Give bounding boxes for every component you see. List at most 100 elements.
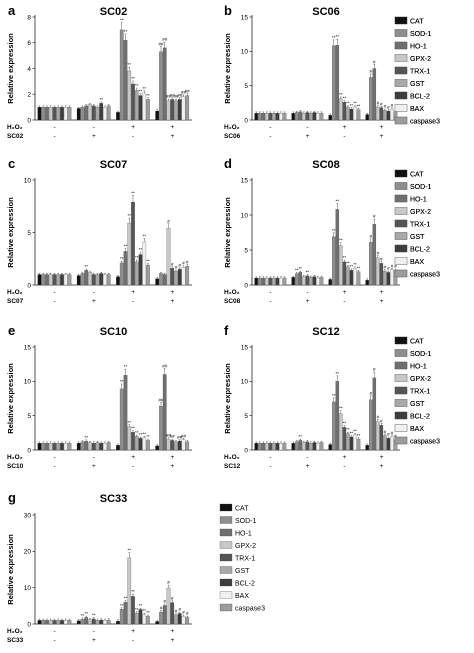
legend-label: GST: [410, 401, 425, 408]
legend-swatch-cat: [394, 336, 408, 345]
bar-gst-group-3: [134, 612, 139, 625]
bar-trx-1-group-3: [342, 261, 347, 286]
legend-label: SOD-1: [410, 351, 432, 358]
bar-sod-1-group-4: [369, 399, 373, 451]
h2o2-row-label: H₂O₂: [7, 454, 23, 461]
bar-gpx-2-group-3: [339, 98, 343, 121]
significance-mark: #: [380, 418, 383, 423]
bar-sod-1-group-3: [332, 236, 336, 286]
y-axis-label: Relative expression: [223, 197, 232, 268]
bar-bax-group-4: [181, 96, 186, 121]
bar-gst-group-2: [309, 277, 313, 286]
significance-mark: **: [139, 603, 143, 608]
bar-bcl-2-group-2: [312, 112, 317, 121]
bar-trx-1-group-2: [91, 274, 96, 286]
significance-mark: #: [175, 265, 178, 270]
legend-label: HO-1: [235, 531, 252, 538]
h2o2-sign: -: [54, 454, 56, 461]
h2o2-row-label: H₂O₂: [7, 628, 23, 635]
bar-gst-group-3: [346, 266, 350, 286]
bar-bax-group-3: [142, 241, 147, 286]
y-axis-label: Relative expression: [223, 33, 232, 104]
h2o2-sign: -: [306, 454, 308, 461]
legend-swatch-bax: [394, 257, 408, 265]
bar-bax-group-4: [390, 108, 394, 121]
significance-mark: ##: [181, 90, 187, 95]
bar-caspase3-group-3: [146, 616, 150, 625]
bar-caspase3-group-3: [146, 440, 150, 451]
bar-ho-1-group-4: [372, 68, 377, 121]
bar-ho-1-group-2: [298, 272, 303, 286]
y-tick-label: 30: [24, 512, 32, 519]
significance-mark: ##: [177, 435, 183, 440]
bar-bcl-2-group-4: [386, 110, 391, 121]
bar-trx-1-group-4: [170, 602, 175, 625]
significance-mark: **: [142, 431, 146, 436]
legend-label: GST: [235, 568, 250, 575]
bar-sod-1-group-1: [41, 107, 46, 121]
significance-mark: **: [84, 435, 88, 440]
significance-mark: **: [120, 18, 124, 23]
bar-caspase3-group-2: [319, 442, 324, 451]
legend-label: caspase3: [410, 119, 440, 126]
legend-swatch-cat: [394, 169, 408, 178]
legend-label: caspase3: [410, 439, 440, 446]
significance-mark: **: [146, 258, 150, 263]
legend-swatch-bax: [394, 424, 408, 432]
bar-bcl-2-group-3: [138, 609, 143, 625]
treatment-sign: -: [269, 298, 271, 305]
y-tick-label: 5: [244, 413, 248, 420]
legend-label: GPX-2: [410, 376, 431, 383]
legend-label: HO-1: [410, 197, 427, 204]
legend-label: SOD-1: [410, 31, 432, 38]
significance-mark: #: [167, 580, 170, 585]
bar-bax-group-2: [316, 277, 320, 286]
significance-mark: ##: [181, 433, 187, 438]
bar-bax-group-3: [353, 268, 357, 286]
bar-sod-1-group-1: [41, 443, 46, 451]
bar-gst-group-4: [174, 441, 178, 451]
significance-mark: **: [142, 608, 146, 613]
h2o2-sign: +: [131, 454, 135, 461]
bar-gst-group-1: [272, 443, 276, 451]
bar-cat-group-4: [365, 114, 369, 121]
legend-label: GPX-2: [410, 209, 431, 216]
panel-letter: b: [224, 3, 232, 18]
significance-mark: **: [146, 93, 150, 98]
bar-gpx-2-group-4: [166, 228, 171, 286]
significance-mark: **: [357, 433, 361, 438]
bar-gpx-2-group-1: [265, 443, 269, 451]
legend-swatch-bcl-2: [394, 411, 408, 420]
legend-swatch-gst: [219, 566, 233, 574]
y-tick-label: 5: [27, 230, 31, 237]
bar-gpx-2-group-1: [48, 443, 53, 451]
bar-cat-group-2: [76, 620, 81, 625]
h2o2-row-label: H₂O₂: [224, 124, 240, 131]
bar-ho-1-group-3: [123, 40, 128, 121]
significance-mark: #: [380, 257, 383, 262]
chart-title: SC33: [100, 493, 128, 505]
significance-mark: ##: [185, 89, 191, 94]
bar-bax-group-3: [142, 437, 147, 451]
bar-gst-group-2: [95, 274, 100, 286]
significance-mark: #: [171, 596, 174, 601]
bar-gpx-2-group-2: [302, 442, 306, 451]
legend-label: caspase3: [410, 272, 440, 279]
significance-mark: ##: [173, 94, 179, 99]
significance-mark: ##: [162, 363, 168, 368]
legend-swatch-trx-1: [219, 553, 233, 562]
legend-label: GST: [410, 81, 425, 88]
bar-caspase3-group-3: [356, 271, 361, 286]
treatment-sign: -: [343, 463, 345, 470]
significance-mark: #: [387, 432, 390, 437]
bar-ho-1-group-3: [335, 209, 340, 286]
significance-mark: **: [139, 432, 143, 437]
significance-mark: #: [182, 610, 185, 615]
y-axis-label: Relative expression: [6, 534, 15, 605]
y-tick-label: 10: [241, 49, 249, 56]
bar-caspase3-group-1: [282, 113, 287, 121]
bar-trx-1-group-1: [52, 620, 57, 625]
bar-sod-1-group-3: [119, 262, 124, 286]
bar-gpx-2-group-3: [339, 413, 343, 451]
